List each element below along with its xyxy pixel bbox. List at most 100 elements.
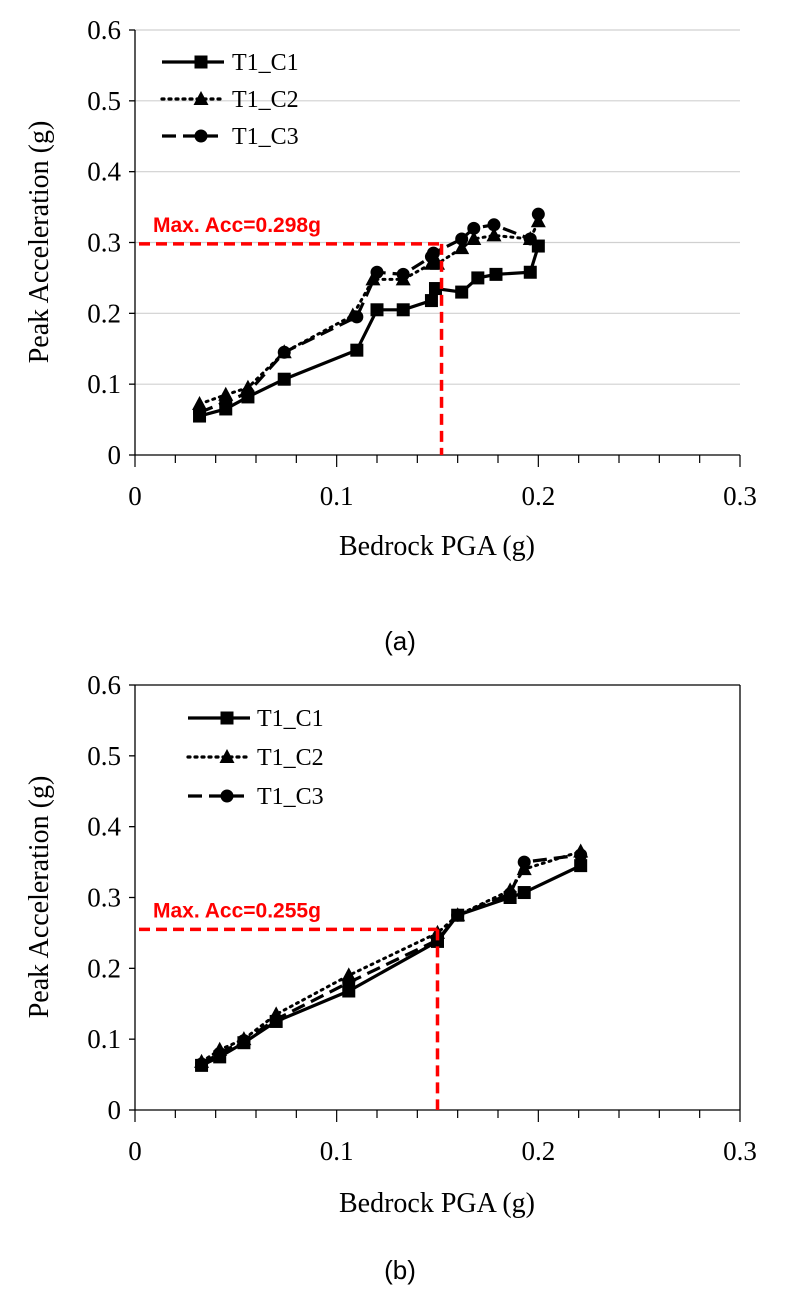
data-point-square xyxy=(455,285,469,299)
y-tick-label: 0.1 xyxy=(87,1024,121,1054)
x-tick-label: 0.3 xyxy=(723,1136,757,1166)
legend-label: T1_C2 xyxy=(257,745,324,771)
y-tick-label: 0.1 xyxy=(87,369,121,399)
legend-item: T1_C3 xyxy=(162,124,299,150)
data-point-circle xyxy=(517,855,531,869)
series-line xyxy=(198,219,540,406)
legend-label: T1_C3 xyxy=(257,784,324,810)
legend-item: T1_C1 xyxy=(188,706,324,732)
x-tick-label: 0.1 xyxy=(320,481,354,511)
data-point-triangle xyxy=(192,396,208,410)
data-point-circle xyxy=(195,1057,209,1071)
y-tick-label: 0.6 xyxy=(87,15,121,45)
x-tick-label: 0.1 xyxy=(320,1136,354,1166)
data-point-square xyxy=(517,886,531,900)
data-point-circle xyxy=(467,221,481,235)
data-point-square xyxy=(396,303,410,317)
x-tick-label: 0.2 xyxy=(521,1136,555,1166)
data-point-circle xyxy=(350,310,364,324)
x-axis-title: Bedrock PGA (g) xyxy=(339,1188,535,1219)
legend: T1_C1 T1_C2 T1_C3 xyxy=(160,50,299,150)
data-point-circle xyxy=(531,207,545,221)
data-point-triangle xyxy=(486,227,502,242)
data-point-circle xyxy=(237,1034,251,1048)
series-t1-c1 xyxy=(195,859,588,1072)
y-tick-label: 0.4 xyxy=(87,157,121,187)
y-tick-label: 0.5 xyxy=(87,86,121,116)
y-tick-label: 0.3 xyxy=(87,883,121,913)
series-group xyxy=(192,207,546,423)
chart-panel-b: 0 0.1 0.2 0.3 0.4 0.5 0.6 0 0.1 0.2 0.3 Max. Acc=0.… xyxy=(24,670,757,1285)
data-point-circle xyxy=(370,265,384,279)
data-point-circle xyxy=(269,1012,283,1026)
data-point-circle xyxy=(455,232,469,246)
panel-label: (a) xyxy=(384,626,416,656)
series-line xyxy=(200,853,581,1066)
legend-label: T1_C1 xyxy=(232,50,299,76)
data-point-circle xyxy=(342,976,356,989)
data-point-square xyxy=(523,265,537,279)
data-point-circle xyxy=(574,848,588,862)
legend-item: T1_C3 xyxy=(188,784,324,810)
data-point-triangle xyxy=(466,230,482,245)
data-point-circle xyxy=(523,232,537,246)
y-tick-label: 0.4 xyxy=(87,812,121,842)
legend-label: T1_C2 xyxy=(232,87,299,113)
legend-item: T1_C1 xyxy=(162,50,299,76)
series-line xyxy=(200,864,582,1067)
data-point-circle xyxy=(451,908,465,922)
y-axis-title: Peak Acceleration (g) xyxy=(24,121,55,364)
y-tick-label: 0.6 xyxy=(87,670,121,700)
legend-marker-triangle xyxy=(193,91,209,105)
series-line xyxy=(200,849,583,1064)
series-t1-c2 xyxy=(194,843,589,1068)
y-tick-label: 0.2 xyxy=(87,298,121,328)
series-group xyxy=(194,843,589,1072)
legend-label: T1_C3 xyxy=(232,124,299,150)
data-point-triangle xyxy=(365,271,381,286)
legend-marker-circle xyxy=(194,129,208,143)
legend-item: T1_C2 xyxy=(160,87,299,113)
annotation-label: Max. Acc=0.298g xyxy=(153,214,321,237)
chart-panel-a: 0 0.1 0.2 0.3 0.4 0.5 0.6 0 0.1 0.2 0.3 Max. Acc=0.… xyxy=(24,15,757,656)
data-point-circle xyxy=(426,246,440,260)
legend-marker-circle xyxy=(220,789,234,803)
data-point-circle xyxy=(277,345,291,359)
y-tick-label: 0 xyxy=(108,440,122,470)
data-point-circle xyxy=(219,395,233,409)
y-tick-label: 0 xyxy=(108,1095,122,1125)
series-t1-c3 xyxy=(195,848,588,1071)
legend: T1_C1 T1_C2 T1_C3 xyxy=(186,706,324,810)
y-tick-label: 0.2 xyxy=(87,953,121,983)
max-acc-annotation: Max. Acc=0.255g xyxy=(139,899,440,1110)
data-point-square xyxy=(574,859,588,873)
panel-label: (b) xyxy=(384,1255,416,1285)
y-tick-label: 0.3 xyxy=(87,228,121,258)
data-point-square xyxy=(277,372,291,386)
data-point-square xyxy=(370,303,384,317)
data-point-circle xyxy=(213,1046,227,1060)
annotation-label: Max. Acc=0.255g xyxy=(153,899,321,922)
x-tick-label: 0 xyxy=(128,1136,142,1166)
data-point-triangle xyxy=(454,240,470,255)
data-point-circle xyxy=(396,267,410,281)
legend-item: T1_C2 xyxy=(186,745,324,771)
max-acc-annotation: Max. Acc=0.298g xyxy=(139,214,444,455)
y-axis-title: Peak Acceleration (g) xyxy=(24,776,55,1019)
legend-marker-square xyxy=(194,55,208,69)
data-point-square xyxy=(350,343,364,357)
data-point-circle xyxy=(241,386,255,400)
legend-marker-triangle xyxy=(219,749,235,763)
data-point-circle xyxy=(503,887,517,901)
x-tick-label: 0.2 xyxy=(521,481,555,511)
legend-label: T1_C1 xyxy=(257,706,324,732)
data-point-square xyxy=(489,267,503,281)
x-tick-label: 0.3 xyxy=(723,481,757,511)
data-point-square xyxy=(428,282,442,296)
x-tick-label: 0 xyxy=(128,481,142,511)
y-tick-label: 0.5 xyxy=(87,741,121,771)
data-point-square xyxy=(424,294,438,308)
x-axis-title: Bedrock PGA (g) xyxy=(339,531,535,562)
data-point-circle xyxy=(487,218,501,232)
